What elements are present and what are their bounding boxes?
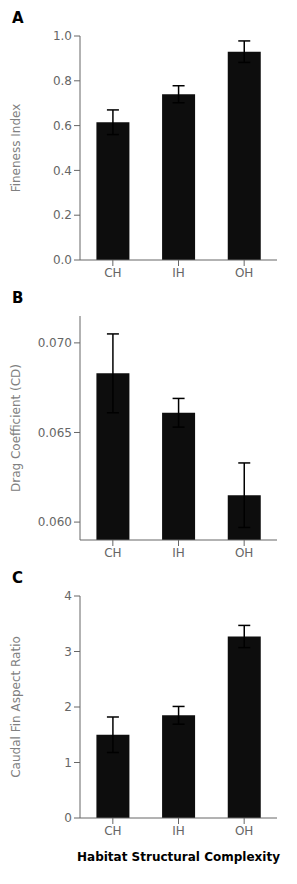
svg-text:Drag Coefficient (CD): Drag Coefficient (CD) (9, 364, 23, 492)
svg-text:0: 0 (64, 811, 72, 825)
svg-text:0.0: 0.0 (53, 253, 72, 267)
svg-text:Fineness Index: Fineness Index (9, 104, 23, 193)
svg-text:1: 1 (64, 756, 72, 770)
svg-text:0.8: 0.8 (53, 74, 72, 88)
svg-text:OH: OH (235, 266, 253, 280)
svg-text:IH: IH (172, 824, 185, 838)
svg-text:0.070: 0.070 (38, 336, 72, 350)
html-text:C: C (12, 569, 23, 587)
svg-text:IH: IH (172, 266, 185, 280)
html-text:B: B (12, 289, 24, 307)
svg-text:OH: OH (235, 546, 253, 560)
svg-text:1.0: 1.0 (53, 29, 72, 43)
svg-text:CH: CH (104, 546, 121, 560)
svg-text:2: 2 (64, 700, 72, 714)
svg-text:4: 4 (64, 589, 72, 603)
svg-text:IH: IH (172, 546, 185, 560)
svg-text:OH: OH (235, 824, 253, 838)
svg-text:CH: CH (104, 824, 121, 838)
svg-text:3: 3 (64, 645, 72, 659)
html-text:Habitat Structural Complexity: Habitat Structural Complexity (77, 850, 280, 864)
svg-text:0.6: 0.6 (53, 119, 72, 133)
svg-text:Caudal Fin Aspect Ratio: Caudal Fin Aspect Ratio (9, 636, 23, 778)
svg-text:0.060: 0.060 (38, 515, 72, 529)
svg-text:0.2: 0.2 (53, 208, 72, 222)
svg-text:0.4: 0.4 (53, 164, 72, 178)
svg-text:CH: CH (104, 266, 121, 280)
html-text:A: A (12, 9, 24, 27)
svg-text:0.065: 0.065 (38, 426, 72, 440)
